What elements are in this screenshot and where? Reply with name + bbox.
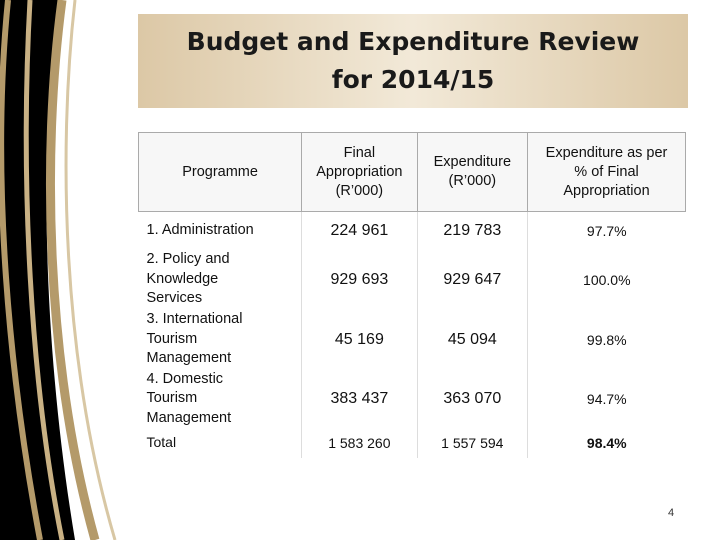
header-cell: Programme bbox=[137, 132, 303, 212]
table-cell: 929 647 bbox=[417, 249, 529, 310]
header-row: Programme Final Appropriation (R’000) Expend… bbox=[137, 132, 686, 212]
table-cell: 224 961 bbox=[301, 211, 418, 250]
table-row: 4. Domestic Tourism Management 383 437 363… bbox=[139, 369, 686, 428]
title: Budget and Expenditure Review for 2014/1… bbox=[138, 14, 688, 108]
table-cell: 363 070 bbox=[417, 369, 529, 428]
table-cell: 1 583 260 bbox=[301, 428, 418, 458]
table-cell: 45 094 bbox=[417, 309, 529, 370]
table-cell: 4. Domestic Tourism Management bbox=[146, 370, 232, 426]
table-cell: 3. International Tourism Management bbox=[146, 311, 243, 367]
table-cell: 97.7% bbox=[586, 222, 627, 239]
header-cell: Expenditure as per % of Final Appropriatio… bbox=[527, 132, 686, 212]
header-line: Final bbox=[343, 144, 376, 161]
table-cell: Total bbox=[146, 434, 177, 451]
table-row: 2. Policy and Knowledge Services 929 693 9… bbox=[139, 249, 686, 310]
table-cell: 45 169 bbox=[301, 309, 418, 370]
table-row: Total 1 583 260 1 557 594 98.4% bbox=[139, 428, 686, 458]
table-cell: 219 783 bbox=[417, 211, 529, 250]
header-line: Appropriation bbox=[563, 182, 650, 199]
table-row: 1. Administration 224 961 219 783 97.7% bbox=[139, 211, 686, 250]
table-cell: 929 693 bbox=[301, 249, 418, 310]
table-row: 3. International Tourism Management 45 16… bbox=[139, 309, 686, 370]
budget-table: Programme Final Appropriation (R’000) Expend… bbox=[137, 132, 686, 458]
table-cell: 94.7% bbox=[586, 390, 627, 407]
header-line: Expenditure bbox=[433, 154, 512, 170]
table-cell: 100.0% bbox=[583, 271, 631, 288]
header-line: Expenditure as per bbox=[545, 144, 668, 161]
table-cell: 99.8% bbox=[586, 331, 627, 348]
header-line: Programme bbox=[182, 163, 258, 180]
header-line: % of Final bbox=[574, 163, 639, 180]
page-number: 4 bbox=[668, 507, 675, 519]
table-cell: 1 557 594 bbox=[417, 428, 529, 458]
table-cell: 1. Administration bbox=[146, 222, 254, 238]
table-cell: 2. Policy and Knowledge Services bbox=[146, 251, 230, 307]
header-line: Appropriation bbox=[316, 163, 403, 180]
side-decoration bbox=[0, 0, 135, 540]
header-line: (R’000) bbox=[448, 173, 497, 189]
table-cell: 383 437 bbox=[301, 369, 418, 428]
header-cell: Final Appropriation (R’000) bbox=[301, 132, 418, 212]
table-cell: 98.4% bbox=[586, 435, 627, 451]
header-cell: Expenditure (R’000) bbox=[416, 132, 529, 212]
header-line: (R’000) bbox=[335, 182, 384, 199]
